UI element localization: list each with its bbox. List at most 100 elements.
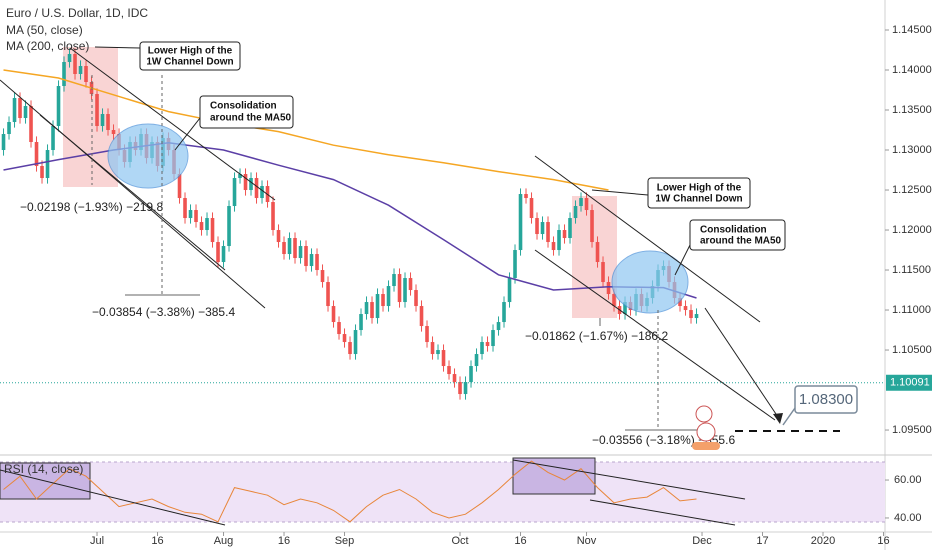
marks xyxy=(1,48,699,523)
candle-body xyxy=(260,186,264,199)
trend-line xyxy=(534,249,776,421)
candle-body xyxy=(326,282,330,307)
x-tick-label: 2020 xyxy=(811,535,835,547)
candle-body xyxy=(485,342,490,347)
trend-line xyxy=(39,114,226,271)
rsi-trend-line xyxy=(0,469,226,526)
rsi-y-tick-label: 60.00 xyxy=(894,474,922,486)
candle-body xyxy=(309,254,314,267)
candle-body xyxy=(551,242,556,251)
candle-body xyxy=(34,142,39,167)
candle-body xyxy=(474,354,479,367)
x-tick-label: Jul xyxy=(90,535,104,547)
candle-body xyxy=(78,66,83,75)
consolidation-ellipse xyxy=(611,250,689,314)
candle-body xyxy=(573,206,578,219)
candle-body xyxy=(441,350,446,367)
candle-body xyxy=(353,330,358,355)
y-tick-label: 1.09500 xyxy=(892,424,932,436)
x-tick-label: Oct xyxy=(451,535,468,547)
candle-body xyxy=(199,222,204,231)
callout-text: 1W Channel Down xyxy=(655,194,742,205)
candle-body xyxy=(579,198,583,207)
callout-pointer xyxy=(782,407,796,426)
candle-body xyxy=(320,270,325,283)
candle-body xyxy=(529,198,534,219)
x-tick-label: 17 xyxy=(756,535,768,547)
candle-body xyxy=(546,222,550,243)
x-tick-label: 16 xyxy=(151,535,163,547)
candle-body xyxy=(56,86,61,127)
x-tick-label: Dec xyxy=(692,535,712,547)
callout: Lower High of the 1W Channel Down xyxy=(647,177,751,209)
candle-body xyxy=(689,310,693,319)
candle-body xyxy=(276,230,281,243)
candle-body xyxy=(606,282,611,295)
candle-body xyxy=(678,298,682,307)
candle-body xyxy=(370,302,374,319)
candle-body xyxy=(51,126,55,151)
candle-body xyxy=(18,98,22,119)
candle-body xyxy=(271,202,275,231)
event-icon xyxy=(695,405,713,423)
rsi-title: RSI (14, close) xyxy=(4,462,83,476)
candle-body xyxy=(95,94,99,127)
callout-text: Lower High of the xyxy=(657,183,742,194)
candle-body xyxy=(1,134,6,151)
trend-line xyxy=(69,47,276,201)
candle-body xyxy=(430,342,435,355)
y-tick-label: 1.13500 xyxy=(892,104,932,116)
candle-body xyxy=(623,302,627,315)
x-tick-label: 16 xyxy=(877,535,889,547)
candle-body xyxy=(683,306,688,311)
rsi-trend-line xyxy=(589,499,736,526)
candle-body xyxy=(364,302,369,315)
candle-body xyxy=(557,230,561,251)
candle-body xyxy=(540,222,545,235)
candle-body xyxy=(342,334,347,343)
candle-body xyxy=(518,194,523,251)
candle-body xyxy=(359,314,363,331)
callout-text: Lower High of the xyxy=(148,46,233,57)
rsi-box xyxy=(0,462,91,500)
candle-body xyxy=(243,174,248,191)
candle-body xyxy=(254,178,259,199)
candle-body xyxy=(535,218,539,235)
candle-body xyxy=(287,238,292,255)
callout: Consolidation around the MA50 xyxy=(199,95,294,129)
candle-body xyxy=(408,278,413,291)
candle-body xyxy=(480,342,484,355)
candle-body xyxy=(293,238,297,259)
callout-pointer xyxy=(674,244,691,276)
candle-body xyxy=(238,174,242,179)
candle-body xyxy=(612,294,616,307)
candle-body xyxy=(210,218,215,243)
candle-body xyxy=(348,342,352,355)
callout-text: around the MA50 xyxy=(210,113,292,124)
candle-body xyxy=(227,206,231,247)
candle-body xyxy=(249,178,253,191)
y-tick-label: 1.11500 xyxy=(892,264,931,276)
candle-body xyxy=(188,210,193,219)
y-tick-label: 1.11000 xyxy=(892,304,931,316)
candle-body xyxy=(282,242,286,255)
y-tick-label: 1.12000 xyxy=(892,224,932,236)
x-tick-label: Aug xyxy=(214,535,234,547)
callout-text: Consolidation xyxy=(700,225,767,236)
candle-body xyxy=(436,350,440,355)
callout-text: around the MA50 xyxy=(700,236,782,247)
consolidation-ellipse xyxy=(107,123,189,189)
candle-body xyxy=(29,106,33,143)
arrow xyxy=(704,307,781,421)
moving-average-line xyxy=(3,69,609,191)
measure-label: −0.02198 (−1.93%) −219.8 xyxy=(20,200,163,214)
candle-body xyxy=(469,366,473,383)
trend-line xyxy=(534,155,761,323)
last-price-tag xyxy=(886,374,932,391)
candle-body xyxy=(513,250,517,279)
candle-body xyxy=(491,330,495,347)
candle-body xyxy=(463,382,468,395)
candle-body xyxy=(205,218,209,231)
